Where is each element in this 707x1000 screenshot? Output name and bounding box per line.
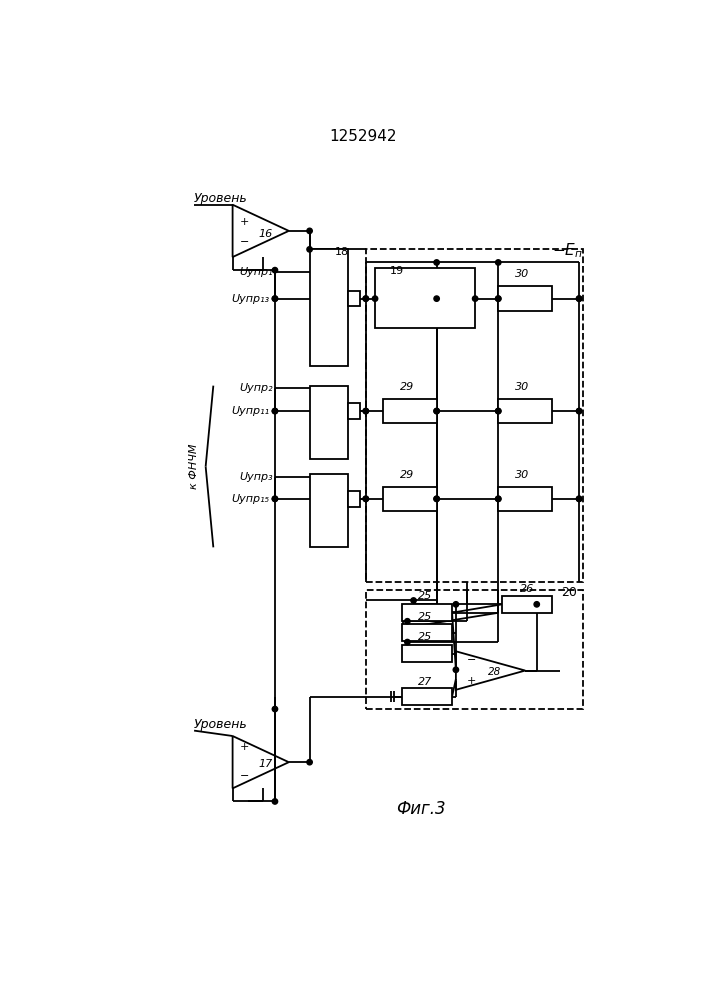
Text: 30: 30: [515, 382, 530, 392]
Circle shape: [272, 496, 278, 502]
Circle shape: [307, 759, 312, 765]
Text: Уровень: Уровень: [194, 718, 248, 731]
Text: Uупр₁₁: Uупр₁₁: [231, 406, 269, 416]
Text: Uупр₃: Uупр₃: [240, 472, 274, 482]
Circle shape: [272, 296, 278, 301]
Circle shape: [576, 408, 582, 414]
Circle shape: [534, 602, 539, 607]
Circle shape: [496, 408, 501, 414]
Text: 18: 18: [335, 247, 349, 257]
Bar: [382, 399, 437, 423]
Circle shape: [576, 408, 582, 414]
Bar: [375, 268, 475, 328]
Circle shape: [272, 408, 278, 414]
Circle shape: [363, 408, 368, 414]
Text: $-E_{п}$: $-E_{п}$: [552, 242, 583, 260]
Text: 1252942: 1252942: [329, 129, 397, 144]
Circle shape: [434, 496, 439, 502]
Text: к ФНЧМ: к ФНЧМ: [189, 444, 199, 489]
Bar: [366, 590, 583, 709]
Circle shape: [272, 706, 278, 712]
Circle shape: [496, 408, 501, 414]
Text: 29: 29: [400, 382, 414, 392]
Circle shape: [307, 228, 312, 234]
Circle shape: [496, 496, 501, 502]
Text: +: +: [240, 217, 249, 227]
Circle shape: [404, 639, 410, 645]
Circle shape: [496, 296, 501, 301]
Circle shape: [272, 799, 278, 804]
Text: Фиг.3: Фиг.3: [397, 800, 446, 818]
Circle shape: [496, 296, 501, 301]
Bar: [402, 645, 452, 662]
Bar: [402, 604, 452, 620]
Text: Uупр₁₅: Uупр₁₅: [231, 494, 269, 504]
Circle shape: [472, 296, 478, 301]
Circle shape: [576, 496, 582, 502]
Circle shape: [272, 296, 278, 301]
Bar: [502, 596, 552, 613]
Circle shape: [434, 408, 439, 414]
Circle shape: [307, 247, 312, 252]
Bar: [310, 249, 348, 366]
Text: +: +: [467, 676, 476, 686]
Circle shape: [363, 496, 368, 502]
Bar: [310, 386, 348, 459]
Text: 26: 26: [520, 584, 534, 594]
Text: −: −: [240, 237, 249, 247]
Text: 28: 28: [488, 667, 501, 677]
Text: 25: 25: [418, 591, 432, 601]
Circle shape: [576, 296, 582, 301]
Circle shape: [496, 260, 501, 265]
Text: Уровень: Уровень: [194, 192, 248, 205]
Text: +: +: [240, 742, 249, 752]
Bar: [348, 403, 360, 419]
Bar: [366, 249, 583, 582]
Bar: [498, 286, 552, 311]
Circle shape: [363, 296, 368, 301]
Circle shape: [411, 598, 416, 603]
Circle shape: [576, 296, 582, 301]
Circle shape: [434, 408, 439, 414]
Circle shape: [496, 496, 501, 502]
Text: 25: 25: [418, 632, 432, 642]
Circle shape: [576, 496, 582, 502]
Text: Uупр₂: Uупр₂: [240, 383, 274, 393]
Circle shape: [434, 296, 439, 301]
Text: 27: 27: [418, 677, 432, 687]
Bar: [402, 624, 452, 641]
Text: Uупр₁₃: Uупр₁₃: [231, 294, 269, 304]
Text: 20: 20: [561, 586, 577, 599]
Circle shape: [272, 267, 278, 273]
Text: −: −: [467, 655, 476, 665]
Circle shape: [272, 496, 278, 502]
Text: 30: 30: [515, 470, 530, 480]
Bar: [402, 688, 452, 705]
Text: Uупр₁: Uупр₁: [240, 267, 274, 277]
Text: 17: 17: [259, 759, 273, 769]
Circle shape: [453, 602, 459, 607]
Bar: [498, 487, 552, 511]
Text: 16: 16: [259, 229, 273, 239]
Bar: [310, 474, 348, 547]
Bar: [382, 487, 437, 511]
Circle shape: [272, 408, 278, 414]
Circle shape: [363, 296, 368, 301]
Text: 25: 25: [418, 612, 432, 622]
Circle shape: [373, 296, 378, 301]
Text: 19: 19: [390, 266, 404, 276]
Text: 30: 30: [515, 269, 530, 279]
Text: −: −: [240, 771, 249, 781]
Bar: [348, 291, 360, 306]
Circle shape: [363, 496, 368, 502]
Circle shape: [453, 667, 459, 672]
Circle shape: [404, 619, 410, 624]
Bar: [498, 399, 552, 423]
Circle shape: [363, 408, 368, 414]
Text: 29: 29: [400, 470, 414, 480]
Circle shape: [434, 260, 439, 265]
Bar: [348, 491, 360, 507]
Circle shape: [434, 496, 439, 502]
